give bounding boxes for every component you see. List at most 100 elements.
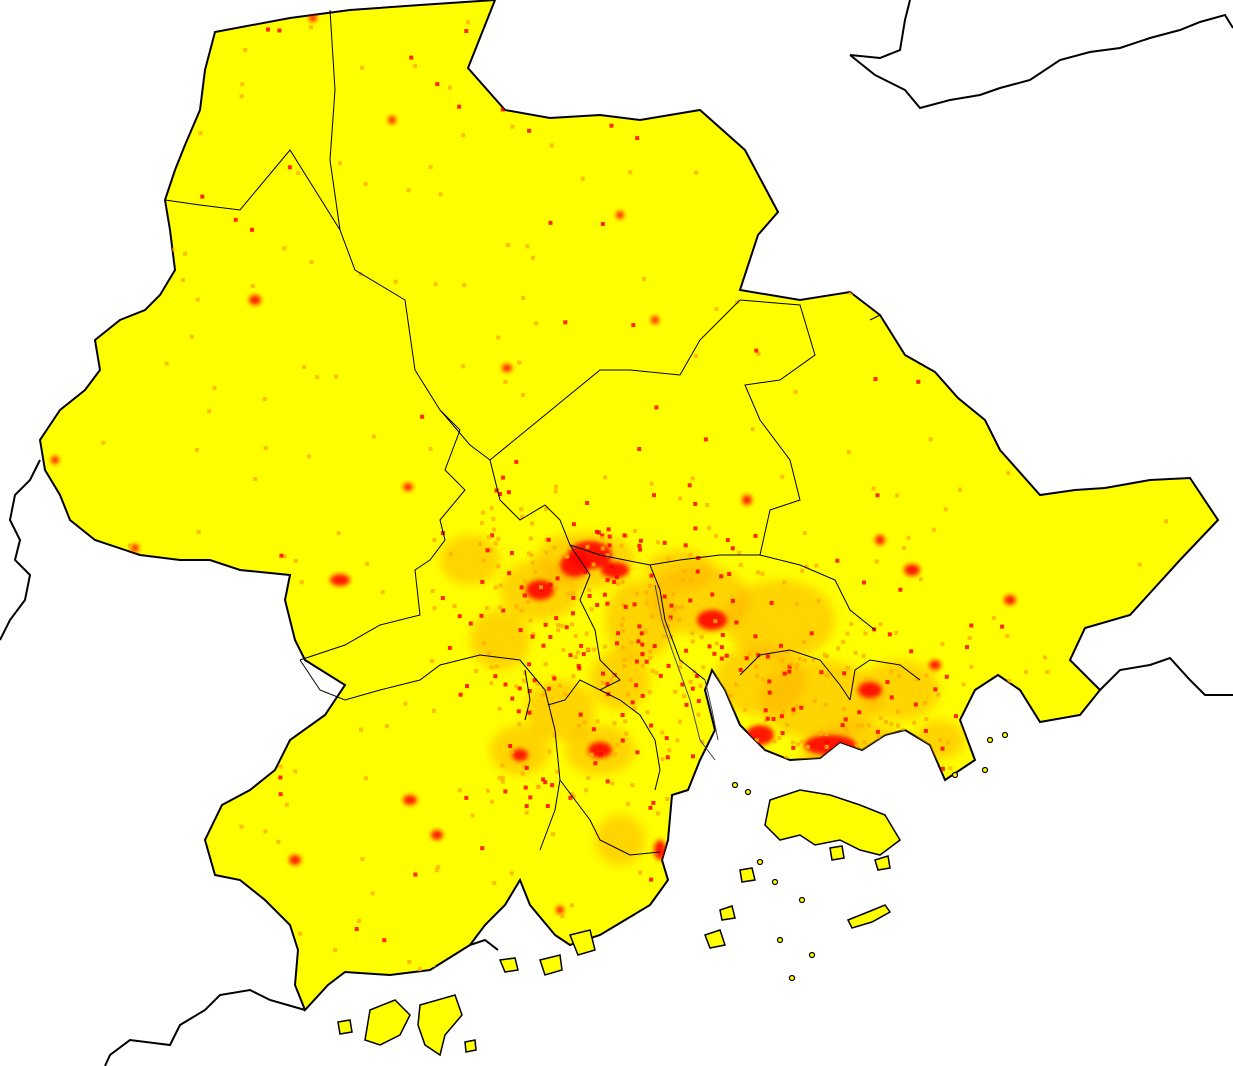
density-pixel — [539, 587, 544, 592]
density-pixel — [923, 756, 928, 761]
density-pixel — [738, 562, 743, 567]
density-pixel — [508, 744, 513, 748]
density-pixel — [200, 853, 205, 857]
density-pixel — [157, 778, 162, 783]
density-pixel — [1167, 923, 1172, 927]
density-pixel — [73, 157, 78, 162]
density-pixel — [620, 645, 625, 650]
density-pixel — [728, 759, 732, 763]
density-pixel — [563, 320, 568, 325]
density-pixel — [640, 693, 645, 698]
density-pixel — [690, 476, 695, 481]
density-pixel — [945, 740, 950, 745]
density-pixel — [46, 759, 50, 764]
density-pixel — [521, 678, 526, 683]
density-pixel — [942, 892, 947, 897]
island-1 — [417, 994, 463, 1057]
density-pixel — [534, 321, 539, 326]
density-pixel — [631, 323, 636, 328]
density-pixel — [924, 717, 929, 721]
district-boundary-15 — [524, 669, 531, 721]
density-pixel — [678, 665, 683, 670]
rock-speck-2 — [756, 858, 764, 866]
density-pixel — [64, 875, 69, 880]
density-pixel — [794, 602, 799, 607]
density-pixel — [853, 650, 858, 655]
density-pixel — [999, 144, 1004, 149]
density-pixel — [605, 601, 610, 606]
density-pixel — [280, 630, 285, 635]
rock-speck-7 — [788, 974, 796, 982]
density-pixel — [1087, 721, 1091, 726]
density-pixel — [919, 742, 924, 747]
density-pixel — [748, 107, 752, 112]
island-12 — [464, 1039, 477, 1053]
density-high-blob-16 — [249, 295, 261, 305]
density-pixel — [485, 605, 490, 610]
density-pixel — [480, 521, 484, 526]
density-pixel — [767, 690, 772, 695]
density-high-blob-14 — [858, 682, 882, 698]
density-pixel — [690, 686, 695, 691]
density-high-blob-18 — [616, 211, 624, 219]
density-pixel — [660, 757, 665, 762]
density-pixel — [1024, 281, 1029, 286]
density-pixel — [782, 671, 787, 676]
density-pixel — [644, 601, 649, 606]
density-pixel — [600, 680, 605, 685]
density-pixel — [969, 623, 974, 628]
density-medium-blob-14 — [645, 550, 715, 590]
density-pixel — [616, 631, 621, 636]
density-pixel — [616, 581, 620, 586]
density-pixel — [587, 962, 592, 967]
density-pixel — [803, 947, 808, 952]
density-pixel — [507, 571, 512, 576]
density-pixel — [262, 703, 267, 708]
density-pixel — [514, 459, 519, 464]
density-pixel — [638, 547, 643, 552]
density-pixel — [792, 776, 797, 781]
density-pixel — [845, 631, 850, 636]
density-pixel — [1089, 186, 1094, 191]
outer-coastline-0 — [849, 0, 911, 60]
density-pixel — [519, 507, 524, 512]
density-pixel — [527, 689, 532, 693]
rock-speck-4 — [798, 896, 806, 904]
density-pixel — [496, 564, 501, 569]
density-pixel — [921, 800, 926, 805]
density-pixel — [143, 130, 148, 135]
density-pixel — [940, 642, 945, 646]
density-pixel — [889, 695, 894, 700]
density-pixel — [662, 634, 667, 639]
density-high-blob-24 — [929, 660, 941, 670]
density-pixel — [622, 658, 627, 662]
density-pixel — [620, 580, 625, 585]
density-pixel — [885, 680, 890, 685]
density-pixel — [898, 587, 903, 592]
density-pixel — [637, 447, 642, 451]
density-pixel — [1086, 101, 1091, 106]
density-pixel — [626, 692, 631, 697]
density-pixel — [742, 963, 747, 968]
outer-coastline-4 — [104, 988, 306, 1066]
density-pixel — [828, 164, 833, 169]
density-pixel — [734, 620, 739, 625]
density-pixel — [243, 47, 248, 52]
density-pixel — [240, 82, 245, 87]
density-pixel — [851, 878, 856, 883]
density-pixel — [821, 37, 825, 42]
density-pixel — [916, 802, 921, 807]
density-pixel — [403, 701, 408, 706]
density-pixel — [878, 716, 883, 721]
density-pixel — [657, 958, 662, 963]
district-boundary-14 — [559, 779, 661, 856]
density-pixel — [780, 658, 784, 663]
density-pixel — [695, 674, 700, 678]
density-pixel — [1148, 669, 1153, 674]
density-pixel — [793, 389, 798, 394]
density-pixel — [640, 642, 645, 647]
density-pixel — [900, 778, 905, 783]
density-pixel — [528, 795, 533, 800]
density-pixel — [482, 641, 487, 646]
density-pixel — [1165, 365, 1170, 369]
